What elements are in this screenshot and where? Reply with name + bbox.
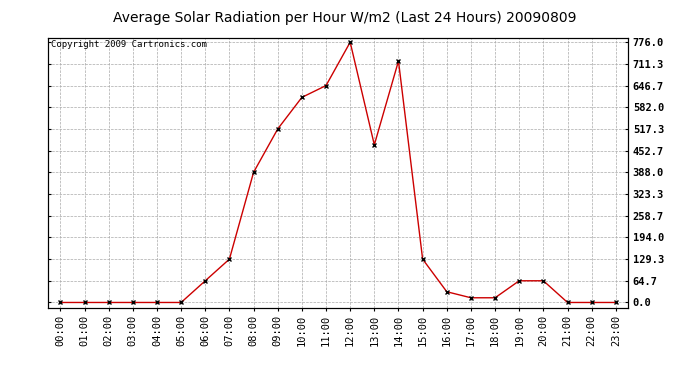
Text: Copyright 2009 Cartronics.com: Copyright 2009 Cartronics.com: [51, 40, 207, 49]
Text: Average Solar Radiation per Hour W/m2 (Last 24 Hours) 20090809: Average Solar Radiation per Hour W/m2 (L…: [113, 11, 577, 25]
